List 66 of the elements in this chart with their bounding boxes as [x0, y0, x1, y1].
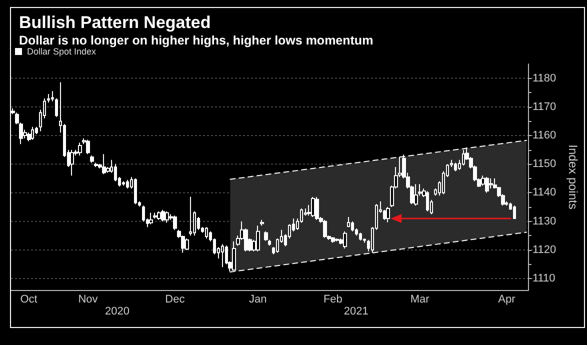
chart-subtitle: Dollar is no longer on higher highs, higher lows momentum	[19, 34, 374, 48]
candlestick	[70, 149, 74, 176]
candlestick	[343, 230, 347, 250]
x-tick-label: Jan	[249, 294, 267, 306]
y-tick-label: 1120	[532, 244, 556, 256]
candlestick	[153, 212, 157, 219]
candlestick	[315, 196, 319, 220]
candlestick	[256, 225, 260, 252]
candlestick	[454, 162, 457, 172]
candlestick	[347, 216, 350, 228]
text: 2020	[104, 306, 130, 318]
y-tick-label: 1170	[532, 100, 556, 113]
candlestick	[126, 179, 129, 189]
candlestick	[264, 230, 268, 242]
candlestick	[426, 190, 429, 212]
candlestick	[185, 238, 189, 250]
candlestick	[335, 238, 339, 242]
x-tick-label: Dec	[165, 294, 186, 306]
y-tick-label: 1180	[532, 72, 556, 84]
candlestick	[51, 90, 54, 102]
candlestick	[485, 176, 489, 194]
candlestick	[268, 239, 271, 246]
y-tick-label: 1140	[532, 186, 556, 199]
candlestick	[122, 180, 125, 186]
candlestick	[221, 244, 224, 268]
candlestick	[31, 126, 34, 140]
candlestick	[331, 236, 335, 244]
candlestick	[260, 219, 264, 226]
legend-label: Dollar Spot Index	[27, 46, 97, 56]
candlestick	[450, 159, 453, 168]
candlestick	[386, 206, 390, 223]
x-tick-label: Nov	[78, 294, 98, 306]
candlestick	[205, 226, 208, 240]
x-tick-label: Oct	[20, 294, 38, 306]
candlestick	[189, 196, 192, 236]
candlestick	[359, 232, 362, 242]
y-tick-label: 1160	[532, 130, 556, 142]
candlestick	[157, 210, 161, 220]
candlestick	[414, 184, 418, 206]
candlestick	[86, 139, 90, 155]
y-tick-label: 1130	[532, 215, 556, 228]
candlestick	[102, 154, 106, 175]
candlestick	[149, 212, 153, 225]
candlestick	[462, 149, 465, 166]
text: 2021	[344, 306, 368, 318]
candlestick	[165, 210, 169, 224]
candlestick	[173, 215, 177, 230]
chart-title: Bullish Pattern Negated	[19, 13, 211, 32]
candlestick	[90, 155, 94, 164]
candlestick	[161, 209, 165, 222]
y-tick-label: 1110	[532, 272, 556, 285]
candlestick	[47, 94, 50, 104]
candlestick	[311, 196, 315, 218]
x-tick-label: Mar	[410, 294, 430, 306]
candlestick	[323, 219, 327, 238]
candlestick	[78, 142, 82, 156]
x-tick-label: Apr	[498, 294, 516, 306]
candlestick	[134, 178, 137, 205]
candlestick	[489, 178, 493, 189]
y-axis-title: Index points	[566, 144, 580, 210]
candlestick	[55, 98, 58, 118]
x-tick-label: Feb	[323, 294, 342, 306]
candlestick	[351, 220, 354, 232]
candlestick	[513, 205, 516, 220]
y-tick-label: 1150	[532, 158, 556, 170]
candlestick	[94, 162, 98, 168]
